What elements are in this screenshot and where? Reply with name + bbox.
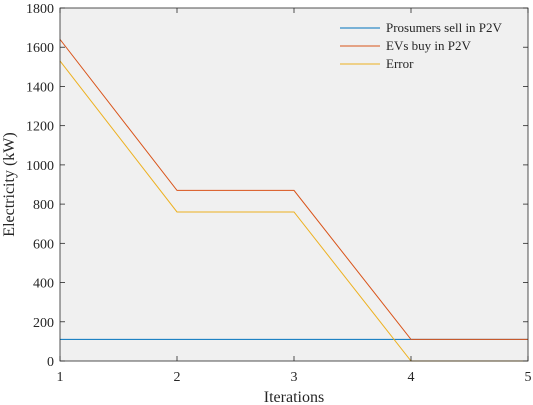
y-tick-label: 1400 bbox=[26, 80, 54, 95]
x-tick-label: 2 bbox=[174, 370, 181, 385]
plot-area bbox=[60, 8, 528, 361]
ticks-layer: 1 2 3 4 5 0 200 400 600 800 1000 1200 1400 1600 1800 bbox=[26, 2, 532, 385]
y-axis-label: Electricity (kW) bbox=[1, 132, 18, 236]
y-tick-label: 200 bbox=[33, 316, 54, 331]
y-tick-label: 400 bbox=[33, 277, 54, 292]
y-tick-label: 1000 bbox=[26, 159, 54, 174]
x-tick-label: 5 bbox=[525, 370, 532, 385]
x-axis-label: Iterations bbox=[264, 389, 324, 405]
y-tick-label: 800 bbox=[33, 198, 54, 213]
legend: Prosumers sell in P2V EVs buy in P2V Error bbox=[340, 20, 503, 71]
y-tick-label: 1800 bbox=[26, 2, 54, 17]
legend-label-1: Prosumers sell in P2V bbox=[386, 20, 503, 35]
legend-label-2: EVs buy in P2V bbox=[386, 38, 471, 53]
x-tick-label: 1 bbox=[57, 370, 64, 385]
series-line-2 bbox=[59, 39, 528, 340]
y-tick-label: 1600 bbox=[26, 41, 54, 56]
y-tick-label: 1200 bbox=[26, 120, 54, 135]
legend-label-3: Error bbox=[386, 56, 414, 71]
y-tick-label: 600 bbox=[33, 237, 54, 252]
x-tick-label: 3 bbox=[291, 370, 298, 385]
x-tick-label: 4 bbox=[408, 370, 415, 385]
y-tick-label: 0 bbox=[47, 355, 54, 370]
